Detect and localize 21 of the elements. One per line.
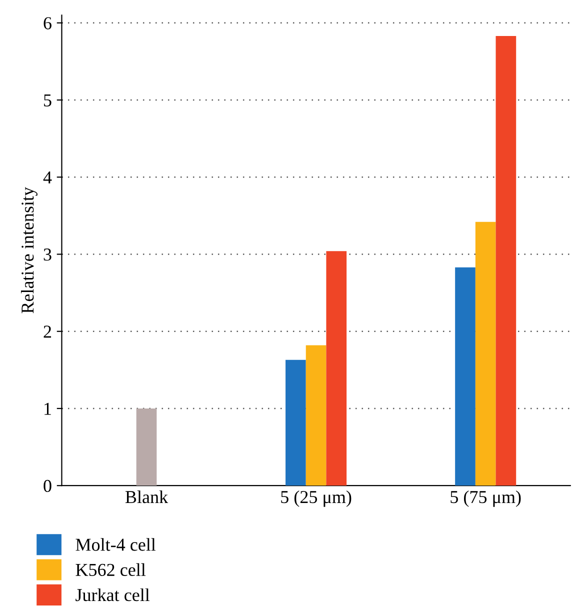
bar xyxy=(136,408,157,486)
legend-label: K562 cell xyxy=(76,563,146,576)
bar xyxy=(306,345,326,486)
x-tick-label: 5 (25 μm) xyxy=(281,490,352,507)
bar xyxy=(496,36,516,486)
y-axis-title: Relative intensity xyxy=(21,187,38,314)
bar xyxy=(475,222,496,486)
y-tick-label: 6 xyxy=(44,17,52,30)
x-tick-label: Blank xyxy=(125,490,168,504)
bar xyxy=(326,251,347,486)
y-tick-label: 5 xyxy=(44,94,52,106)
y-tick-label: 4 xyxy=(43,172,52,184)
legend-label: Molt-4 cell xyxy=(76,538,156,551)
y-tick-label: 1 xyxy=(44,402,51,415)
legend-label: Jurkat cell xyxy=(76,588,150,602)
y-tick-label: 2 xyxy=(44,326,52,338)
y-tick-label: 3 xyxy=(44,248,52,261)
bar xyxy=(286,360,306,486)
y-tick-label: 0 xyxy=(44,480,52,492)
bar xyxy=(455,267,476,486)
x-tick-label: 5 (75 μm) xyxy=(450,490,521,507)
